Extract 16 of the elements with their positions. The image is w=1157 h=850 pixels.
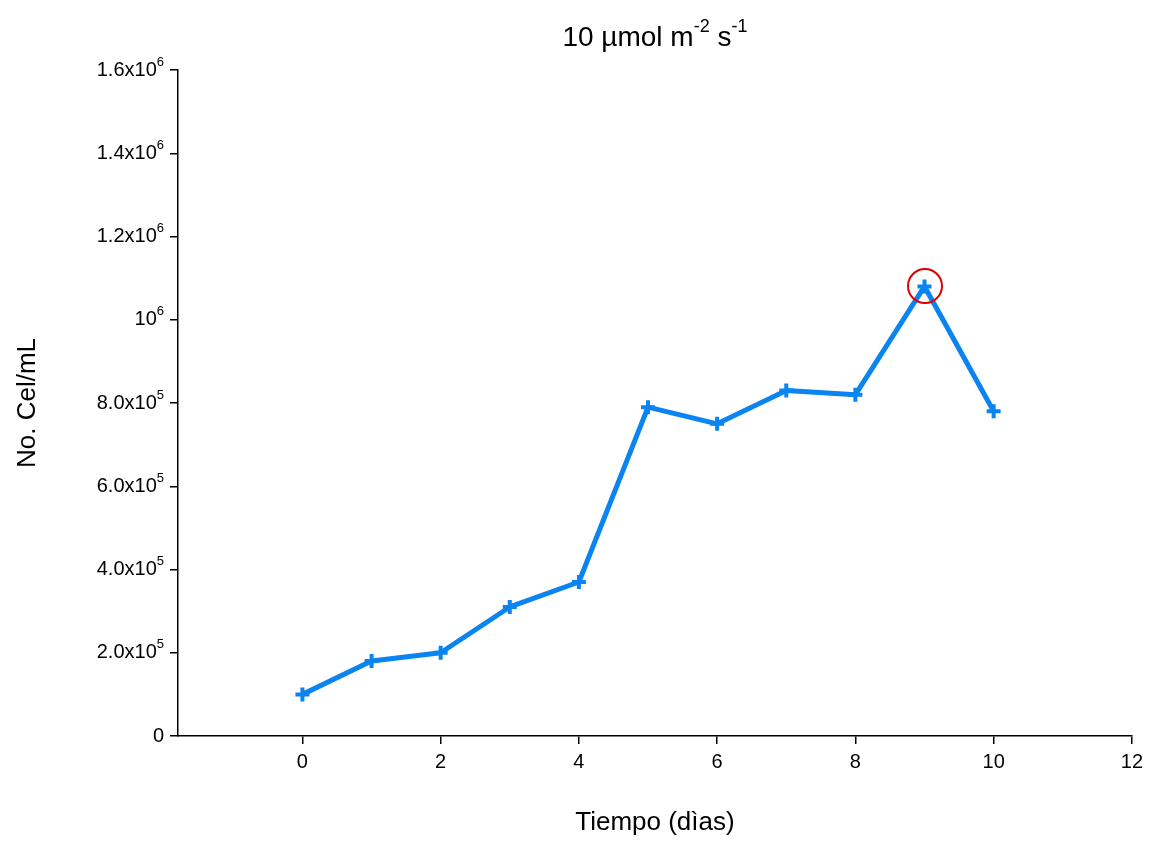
x-tick-label: 12	[1120, 749, 1143, 772]
point	[708, 414, 727, 433]
x-tick-label: 0	[296, 749, 308, 772]
x-tick-label: 10	[982, 749, 1005, 772]
x-tick-label: 6	[711, 749, 723, 772]
point	[431, 643, 450, 662]
x-tick-label: 4	[573, 749, 585, 772]
point	[846, 385, 865, 404]
x-tick-label: 2	[435, 749, 447, 772]
point	[293, 685, 312, 704]
point	[777, 381, 796, 400]
x-tick-label: 8	[849, 749, 861, 772]
point	[984, 402, 1003, 421]
y-tick-label: 0	[152, 723, 164, 746]
y-axis-title: No. Cel/mL	[10, 337, 41, 469]
x-axis-title: Tiempo (dìas)	[575, 805, 735, 836]
